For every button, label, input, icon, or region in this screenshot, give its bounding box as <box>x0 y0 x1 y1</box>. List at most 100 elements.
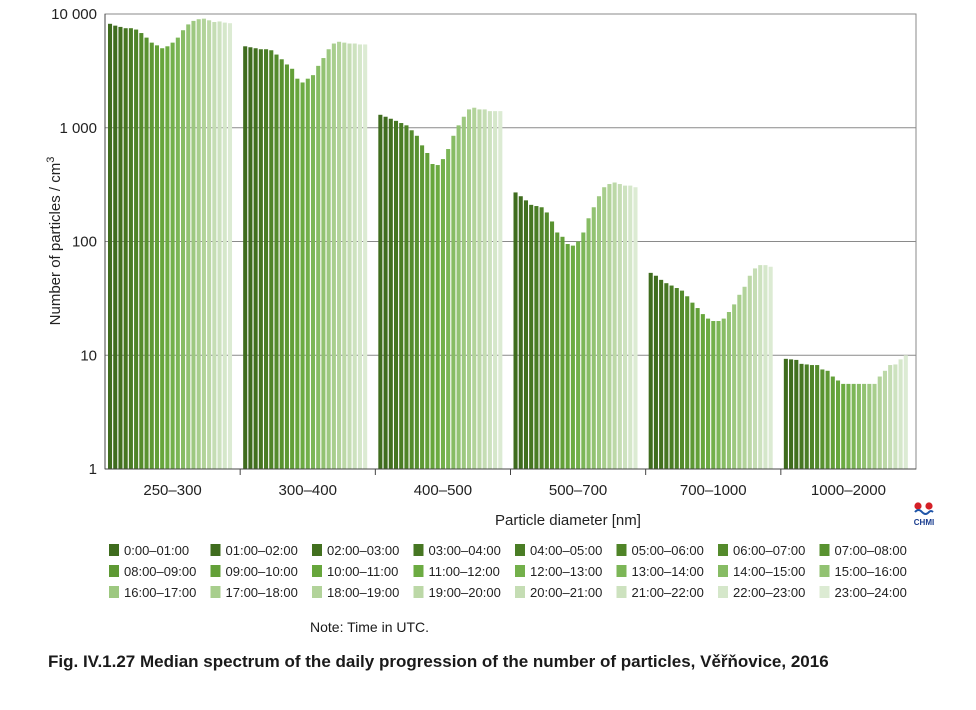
bar-3-15 <box>591 207 596 469</box>
bar-3-20 <box>617 184 622 470</box>
chart-note: Note: Time in UTC. <box>310 619 430 635</box>
bar-4-19 <box>747 275 752 469</box>
bar-5-13 <box>851 383 856 469</box>
bar-5-14 <box>856 383 861 469</box>
bar-1-12 <box>305 78 310 470</box>
x-tick-label-0: 250–300 <box>143 482 201 499</box>
legend-swatch-10 <box>312 565 322 577</box>
bar-3-4 <box>534 206 539 470</box>
y-tick-labels: 1 10 100 1 000 10 000 <box>51 6 97 478</box>
bar-2-14 <box>451 135 456 469</box>
bar-0-16 <box>191 20 196 469</box>
bar-3-21 <box>623 185 628 470</box>
legend-label-13: 13:00–14:00 <box>632 564 704 579</box>
bar-2-21 <box>487 111 492 469</box>
bar-1-14 <box>316 65 321 470</box>
y-tick-label-0: 1 <box>89 461 97 478</box>
bar-4-15 <box>726 312 731 469</box>
bar-0-11 <box>165 46 170 470</box>
bars <box>108 18 908 470</box>
bar-4-11 <box>706 318 711 469</box>
bar-2-18 <box>472 107 477 469</box>
legend-label-16: 16:00–17:00 <box>124 585 196 600</box>
bar-0-10 <box>160 48 165 470</box>
bar-4-10 <box>700 314 705 469</box>
bar-5-7 <box>820 369 825 469</box>
legend-swatch-17 <box>210 586 221 598</box>
bar-4-9 <box>695 308 700 469</box>
bar-3-23 <box>633 187 638 470</box>
bar-2-0 <box>378 114 383 469</box>
y-tick-label-2: 100 <box>72 234 97 251</box>
legend-swatch-21 <box>616 586 627 598</box>
bar-3-11 <box>570 245 575 469</box>
legend-label-21: 21:00–22:00 <box>632 585 704 600</box>
legend-label-8: 08:00–09:00 <box>124 564 196 579</box>
bar-0-17 <box>196 19 201 469</box>
bar-4-14 <box>721 318 726 469</box>
bar-1-1 <box>248 47 253 469</box>
legend: 0:00–01:00 01:00–02:00 02:00–03:00 03:00–04… <box>109 543 907 600</box>
logo-dot-right <box>925 502 933 510</box>
legend-swatch-9 <box>210 565 221 577</box>
bar-1-23 <box>363 44 368 469</box>
bar-2-15 <box>456 125 461 469</box>
legend-label-7: 07:00–08:00 <box>835 543 907 558</box>
figure-caption: Fig. IV.1.27 Median spectrum of the dail… <box>48 652 829 671</box>
bar-3-13 <box>581 232 586 469</box>
bar-0-14 <box>181 30 186 469</box>
bar-2-4 <box>399 123 404 469</box>
bar-3-9 <box>560 236 565 469</box>
bar-3-22 <box>628 185 633 470</box>
chmi-logo: CHMI <box>914 502 934 527</box>
bar-0-0 <box>108 23 113 470</box>
bar-2-3 <box>393 120 399 469</box>
bar-4-12 <box>711 321 716 469</box>
bar-2-1 <box>383 116 388 469</box>
legend-label-5: 05:00–06:00 <box>632 543 704 558</box>
x-tick-label-5: 1000–2000 <box>811 482 886 499</box>
legend-swatch-23 <box>819 586 830 598</box>
legend-swatch-5 <box>616 544 627 556</box>
bar-0-20 <box>212 22 217 470</box>
bar-1-17 <box>331 43 336 469</box>
legend-swatch-12 <box>515 565 525 577</box>
bar-1-0 <box>243 46 248 470</box>
bar-1-16 <box>326 49 331 470</box>
bar-1-19 <box>342 42 347 469</box>
bar-2-17 <box>466 109 472 469</box>
legend-swatch-16 <box>109 586 119 598</box>
bar-3-14 <box>586 218 591 469</box>
legend-label-20: 20:00–21:00 <box>530 585 602 600</box>
bar-0-8 <box>149 42 154 469</box>
bar-4-4 <box>669 285 674 469</box>
bar-3-18 <box>607 184 612 470</box>
y-axis-title: Number of particles / cm3 <box>45 157 64 326</box>
legend-label-1: 01:00–02:00 <box>226 543 298 558</box>
bar-1-2 <box>253 48 258 470</box>
bar-1-9 <box>290 68 295 470</box>
bar-4-6 <box>679 290 685 469</box>
bar-2-16 <box>461 116 466 469</box>
bar-5-18 <box>877 376 882 469</box>
bar-2-20 <box>482 109 487 469</box>
legend-label-9: 09:00–10:00 <box>226 564 298 579</box>
logo-text: CHMI <box>914 518 934 527</box>
legend-swatch-18 <box>312 586 322 598</box>
x-tick-label-1: 300–400 <box>279 482 337 499</box>
legend-swatch-7 <box>819 544 830 556</box>
x-tick-label-3: 500–700 <box>549 482 607 499</box>
bar-1-15 <box>321 58 326 470</box>
bar-5-9 <box>830 376 835 469</box>
legend-label-0: 0:00–01:00 <box>124 543 189 558</box>
legend-swatch-6 <box>718 544 728 556</box>
legend-swatch-0 <box>109 544 119 556</box>
bar-5-16 <box>867 383 872 469</box>
bar-2-10 <box>430 164 435 469</box>
bar-3-1 <box>518 196 523 470</box>
bar-5-10 <box>835 380 841 469</box>
legend-swatch-4 <box>515 544 525 556</box>
bar-2-6 <box>409 130 414 469</box>
legend-label-19: 19:00–20:00 <box>429 585 501 600</box>
bar-0-18 <box>201 18 206 469</box>
